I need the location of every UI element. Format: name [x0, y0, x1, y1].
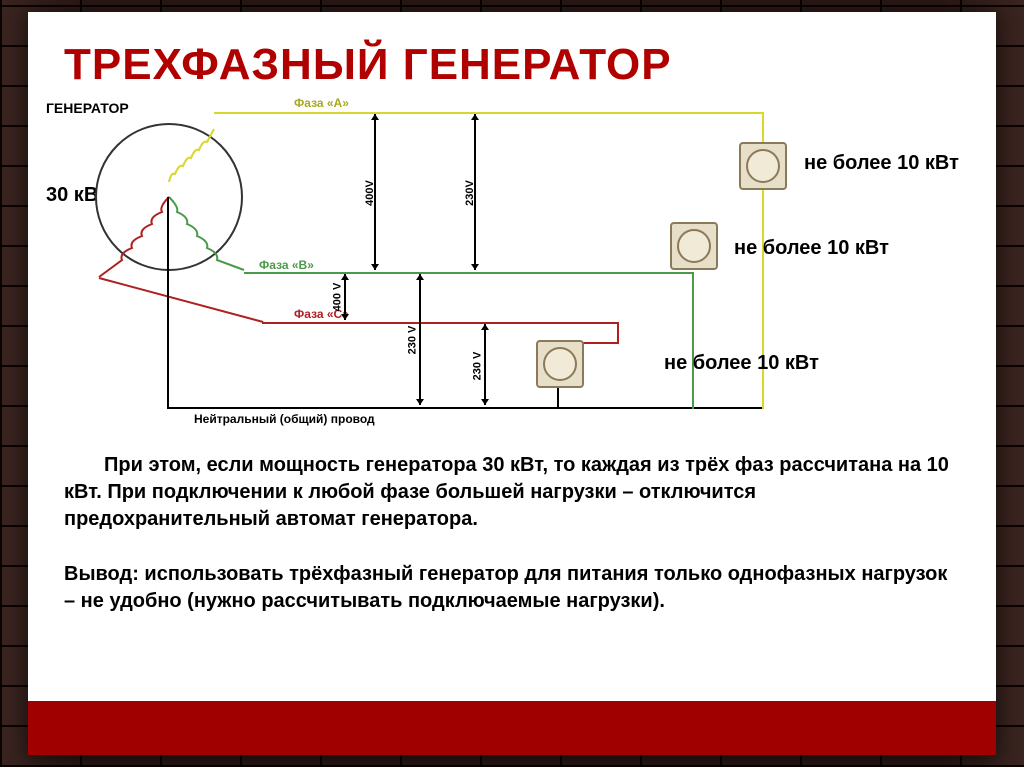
outlet-b-label: не более 10 кВт	[734, 237, 889, 260]
neutral-name: Нейтральный (общий) провод	[194, 412, 375, 426]
vlabel-230v-2: 230 V	[406, 326, 418, 355]
vlabel-400v-2: 400 V	[331, 283, 343, 312]
drop-c-up	[617, 322, 619, 342]
outlet-c-label: не более 10 кВт	[664, 352, 819, 375]
phase-a-name: Фаза «А»	[294, 96, 349, 110]
arrow-230v-3	[484, 324, 486, 405]
wire-neutral-v	[167, 197, 169, 407]
arrow-230v-2	[419, 274, 421, 405]
wire-phase-a	[214, 112, 764, 114]
bottom-red-band	[28, 701, 996, 755]
outlet-a-label: не более 10 кВт	[804, 152, 959, 175]
winding-phase-a	[159, 124, 219, 184]
arrow-400v-2	[344, 274, 346, 320]
paragraph-1: При этом, если мощность генератора 30 кВ…	[28, 442, 996, 533]
vlabel-230v-3: 230 V	[471, 352, 483, 381]
wire-phase-b	[244, 272, 694, 274]
vlabel-230v-1: 230V	[464, 180, 476, 206]
slide-title: ТРЕХФАЗНЫЙ ГЕНЕРАТОР	[28, 12, 996, 102]
slide-card: ТРЕХФАЗНЫЙ ГЕНЕРАТОР ГЕНЕРАТОР 30 кВт	[28, 12, 996, 755]
generator-diagram: ГЕНЕРАТОР 30 кВт Фаза «А»	[64, 102, 960, 442]
phase-b-name: Фаза «В»	[259, 258, 314, 272]
outlet-c	[536, 340, 584, 388]
drop-b	[692, 272, 694, 409]
outlet-b	[670, 222, 718, 270]
winding-phase-c	[94, 192, 174, 282]
paragraph-2: Вывод: использовать трёхфазный генератор…	[28, 551, 996, 615]
wire-phase-c-diag	[99, 277, 264, 323]
generator-text-label: ГЕНЕРАТОР	[46, 100, 129, 116]
vlabel-400v-1: 400V	[364, 180, 376, 206]
wire-phase-c	[262, 322, 619, 324]
outlet-a	[739, 142, 787, 190]
wire-neutral-h	[167, 407, 764, 409]
